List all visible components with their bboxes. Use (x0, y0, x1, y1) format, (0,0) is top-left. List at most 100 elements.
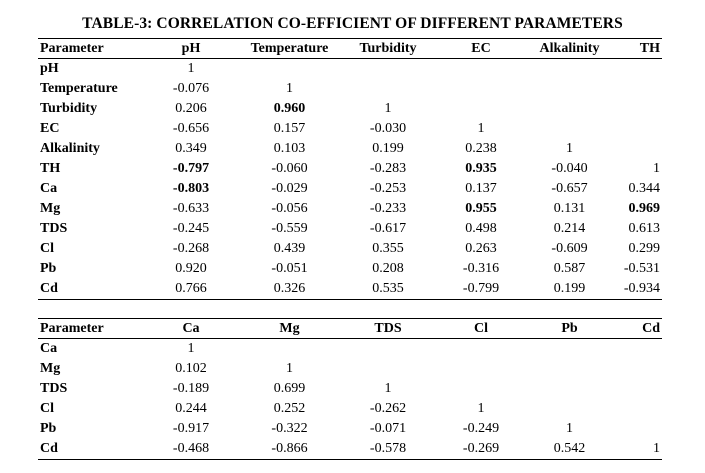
table-cell: 1 (384, 381, 392, 396)
table-row: Cd 0.766 0.326 0.535 -0.799 0.199 -0.934 (38, 279, 662, 300)
table-cell: -0.657 (551, 181, 588, 196)
table-cell: -0.934 (612, 279, 662, 300)
table-cell: 1 (187, 61, 195, 76)
table-cell: 1 (187, 341, 195, 356)
column-header: Parameter (38, 318, 144, 339)
row-label: Temperature (40, 81, 118, 96)
table-cell: 0.960 (273, 101, 306, 116)
column-header: Mg (238, 318, 341, 339)
table-cell (612, 419, 662, 439)
table-cell: 0.535 (341, 279, 435, 300)
table-cell: 1 (612, 439, 662, 460)
table-cell: 0.439 (273, 241, 306, 256)
row-label: Turbidity (40, 101, 98, 116)
row-label: TDS (40, 221, 68, 236)
table-cell (341, 339, 435, 360)
table-cell: -0.656 (172, 121, 210, 136)
table-cell: 0.299 (628, 241, 661, 256)
table-cell: 0.137 (465, 181, 497, 196)
table-cell (612, 139, 662, 159)
table-cell: 1 (653, 161, 660, 176)
table-cell (435, 379, 527, 399)
row-label: EC (40, 121, 60, 136)
table-cell: 0.199 (372, 141, 404, 156)
table-cell: 0.587 (553, 261, 586, 276)
table-cell: 0.613 (628, 221, 661, 236)
table-row: TDS -0.245 -0.559 -0.617 0.498 0.214 0.613 (38, 219, 662, 239)
table-cell: 1 (286, 81, 293, 96)
row-label: Alkalinity (40, 141, 100, 156)
table-row: Mg 0.102 1 (38, 359, 662, 379)
table-cell: 0.920 (175, 261, 207, 276)
table-cell (612, 79, 662, 99)
table-cell: -0.030 (369, 121, 407, 136)
table-row: Alkalinity 0.349 0.103 0.199 0.238 1 (38, 139, 662, 159)
table-cell: 0.542 (527, 439, 612, 460)
table-cell (612, 379, 662, 399)
table-cell: -0.056 (271, 201, 308, 216)
table-cell (612, 119, 662, 139)
table-row: Ca 1 (38, 339, 662, 360)
table-cell: 0.326 (238, 279, 341, 300)
table-cell: 1 (477, 401, 485, 416)
table-cell (435, 79, 527, 99)
table-row: TDS -0.189 0.699 1 (38, 379, 662, 399)
table-cell: -0.269 (435, 439, 527, 460)
column-header: pH (144, 38, 238, 59)
table-cell: 0.263 (465, 241, 497, 256)
table-cell: 0.206 (175, 101, 207, 116)
table-cell: 0.969 (628, 201, 661, 216)
table-cell: 0.699 (273, 381, 306, 396)
column-header: Turbidity (341, 38, 435, 59)
table-cell: -0.189 (172, 381, 210, 396)
column-header: TDS (341, 318, 435, 339)
table-cell (527, 79, 612, 99)
header-row: Parameter pH Temperature Turbidity EC Al… (38, 38, 662, 59)
table-cell: -0.060 (271, 161, 308, 176)
table-cell: -0.071 (369, 421, 407, 436)
table-cell: -0.609 (551, 241, 588, 256)
table-cell: -0.917 (172, 421, 210, 436)
column-header: Pb (527, 318, 612, 339)
table-cell: 0.252 (273, 401, 306, 416)
table-cell: 0.349 (175, 141, 207, 156)
table-cell: 0.157 (273, 121, 306, 136)
table-cell: 0.214 (553, 221, 586, 236)
correlation-table-1: Parameter pH Temperature Turbidity EC Al… (38, 38, 662, 300)
table-cell: 0.103 (273, 141, 306, 156)
row-label: Cl (40, 401, 54, 416)
table-cell: 0.498 (465, 221, 497, 236)
row-label: TH (40, 161, 61, 176)
table-cell: -0.617 (369, 221, 407, 236)
table-cell: -0.249 (462, 421, 500, 436)
table-cell (341, 59, 435, 80)
table-cell: 0.131 (553, 201, 586, 216)
table-cell (435, 59, 527, 80)
table-cell: 1 (286, 361, 293, 376)
table-cell: -0.029 (271, 181, 308, 196)
column-header: Alkalinity (527, 38, 612, 59)
table-cell (238, 59, 341, 80)
table-cell (612, 399, 662, 419)
row-label: Mg (40, 201, 61, 216)
table-cell (435, 99, 527, 119)
table-cell (527, 399, 612, 419)
table-cell: -0.633 (172, 201, 210, 216)
table-cell: 0.344 (628, 181, 661, 196)
table-cell: 0.208 (372, 261, 404, 276)
table-cell (527, 99, 612, 119)
table-cell (612, 99, 662, 119)
row-label: Ca (40, 341, 58, 356)
row-label: Cd (38, 439, 144, 460)
table-cell (612, 359, 662, 379)
table-cell (341, 79, 435, 99)
table-cell: 1 (384, 101, 392, 116)
table-cell: -0.051 (271, 261, 308, 276)
row-label: pH (40, 61, 59, 76)
table-cell (527, 359, 612, 379)
column-header: Ca (144, 318, 238, 339)
table-cell: -0.245 (172, 221, 210, 236)
column-header: Cl (435, 318, 527, 339)
table-row: pH 1 (38, 59, 662, 80)
column-header: Temperature (238, 38, 341, 59)
